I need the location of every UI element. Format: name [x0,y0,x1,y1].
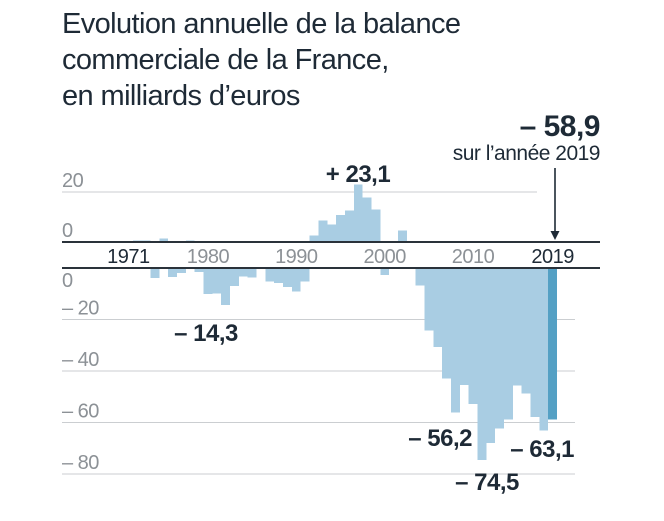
bar-1994 [327,224,337,242]
annotation-dip-1982: – 14,3 [174,320,238,347]
bar-1995 [336,214,345,242]
bar-1992 [309,235,319,242]
y-tick-bottom--20: – 20 [62,298,99,320]
x-tick-1990: 1990 [275,246,318,268]
chart-title: Evolution annuelle de la balance commerc… [62,6,461,114]
bar-1997 [353,184,363,242]
annotation-dip-2018: – 63,1 [510,436,574,463]
bar-1991 [300,268,310,282]
bar-1983 [230,268,239,286]
bar-1985 [247,268,257,278]
bar-2004 [415,268,425,286]
x-tick-2019: 2019 [531,246,574,268]
bar-2013 [495,268,504,429]
bar-1996 [344,210,354,242]
bar-2012 [486,268,496,444]
bar-1998 [362,197,372,242]
bar-2015 [512,268,522,386]
x-tick-2010: 2010 [452,246,495,268]
title-line-2: commerciale de la France, [62,44,389,76]
bar-2000 [380,268,390,276]
y-tick-top-0: 0 [62,220,73,242]
bar-1980 [203,268,213,295]
bar-2007 [442,268,451,379]
annotation-label-2019: sur l’année 2019 [453,142,600,165]
bar-2008 [450,268,460,413]
bar-2006 [433,268,443,347]
bar-2010 [468,268,478,405]
bar-2019 [548,268,558,420]
bar-1988 [274,268,284,283]
annotation-dip-2008: – 56,2 [408,425,472,452]
bar-1989 [283,268,292,287]
bar-1974 [150,268,160,279]
y-tick-bottom-0: 0 [62,270,73,292]
bar-2017 [530,268,540,417]
bar-1984 [238,268,248,277]
y-tick-top-20: 20 [62,170,84,192]
bar-2014 [503,268,513,420]
title-line-3: en milliards d’euros [62,80,300,112]
bar-1977 [177,268,186,273]
bar-2016 [521,268,531,394]
bar-2002 [397,230,407,242]
arrow-2019-head-icon [550,231,560,240]
bar-1976 [168,268,178,277]
bar-2018 [539,268,549,431]
bar-1987 [265,268,275,282]
bar-1990 [291,268,301,292]
annotation-peak-1997: + 23,1 [326,161,391,188]
annotation-value-2019: – 58,9 [520,110,600,143]
bar-2009 [459,268,469,385]
x-tick-2000: 2000 [363,246,406,268]
y-tick-bottom--40: – 40 [62,349,99,371]
bar-1993 [318,220,328,242]
bar-1975 [159,238,169,242]
x-tick-1971: 1971 [107,246,150,268]
y-tick-bottom--60: – 60 [62,401,99,423]
bar-2005 [424,268,434,331]
bar-1981 [212,268,222,294]
x-tick-1980: 1980 [187,246,230,268]
annotation-dip-2011: – 74,5 [455,469,519,496]
y-tick-bottom--80: – 80 [62,452,99,474]
bar-1982 [221,268,231,305]
bar-1999 [371,209,381,242]
title-line-1: Evolution annuelle de la balance [62,8,461,40]
bar-2011 [477,268,487,460]
bar-1979 [194,268,204,272]
